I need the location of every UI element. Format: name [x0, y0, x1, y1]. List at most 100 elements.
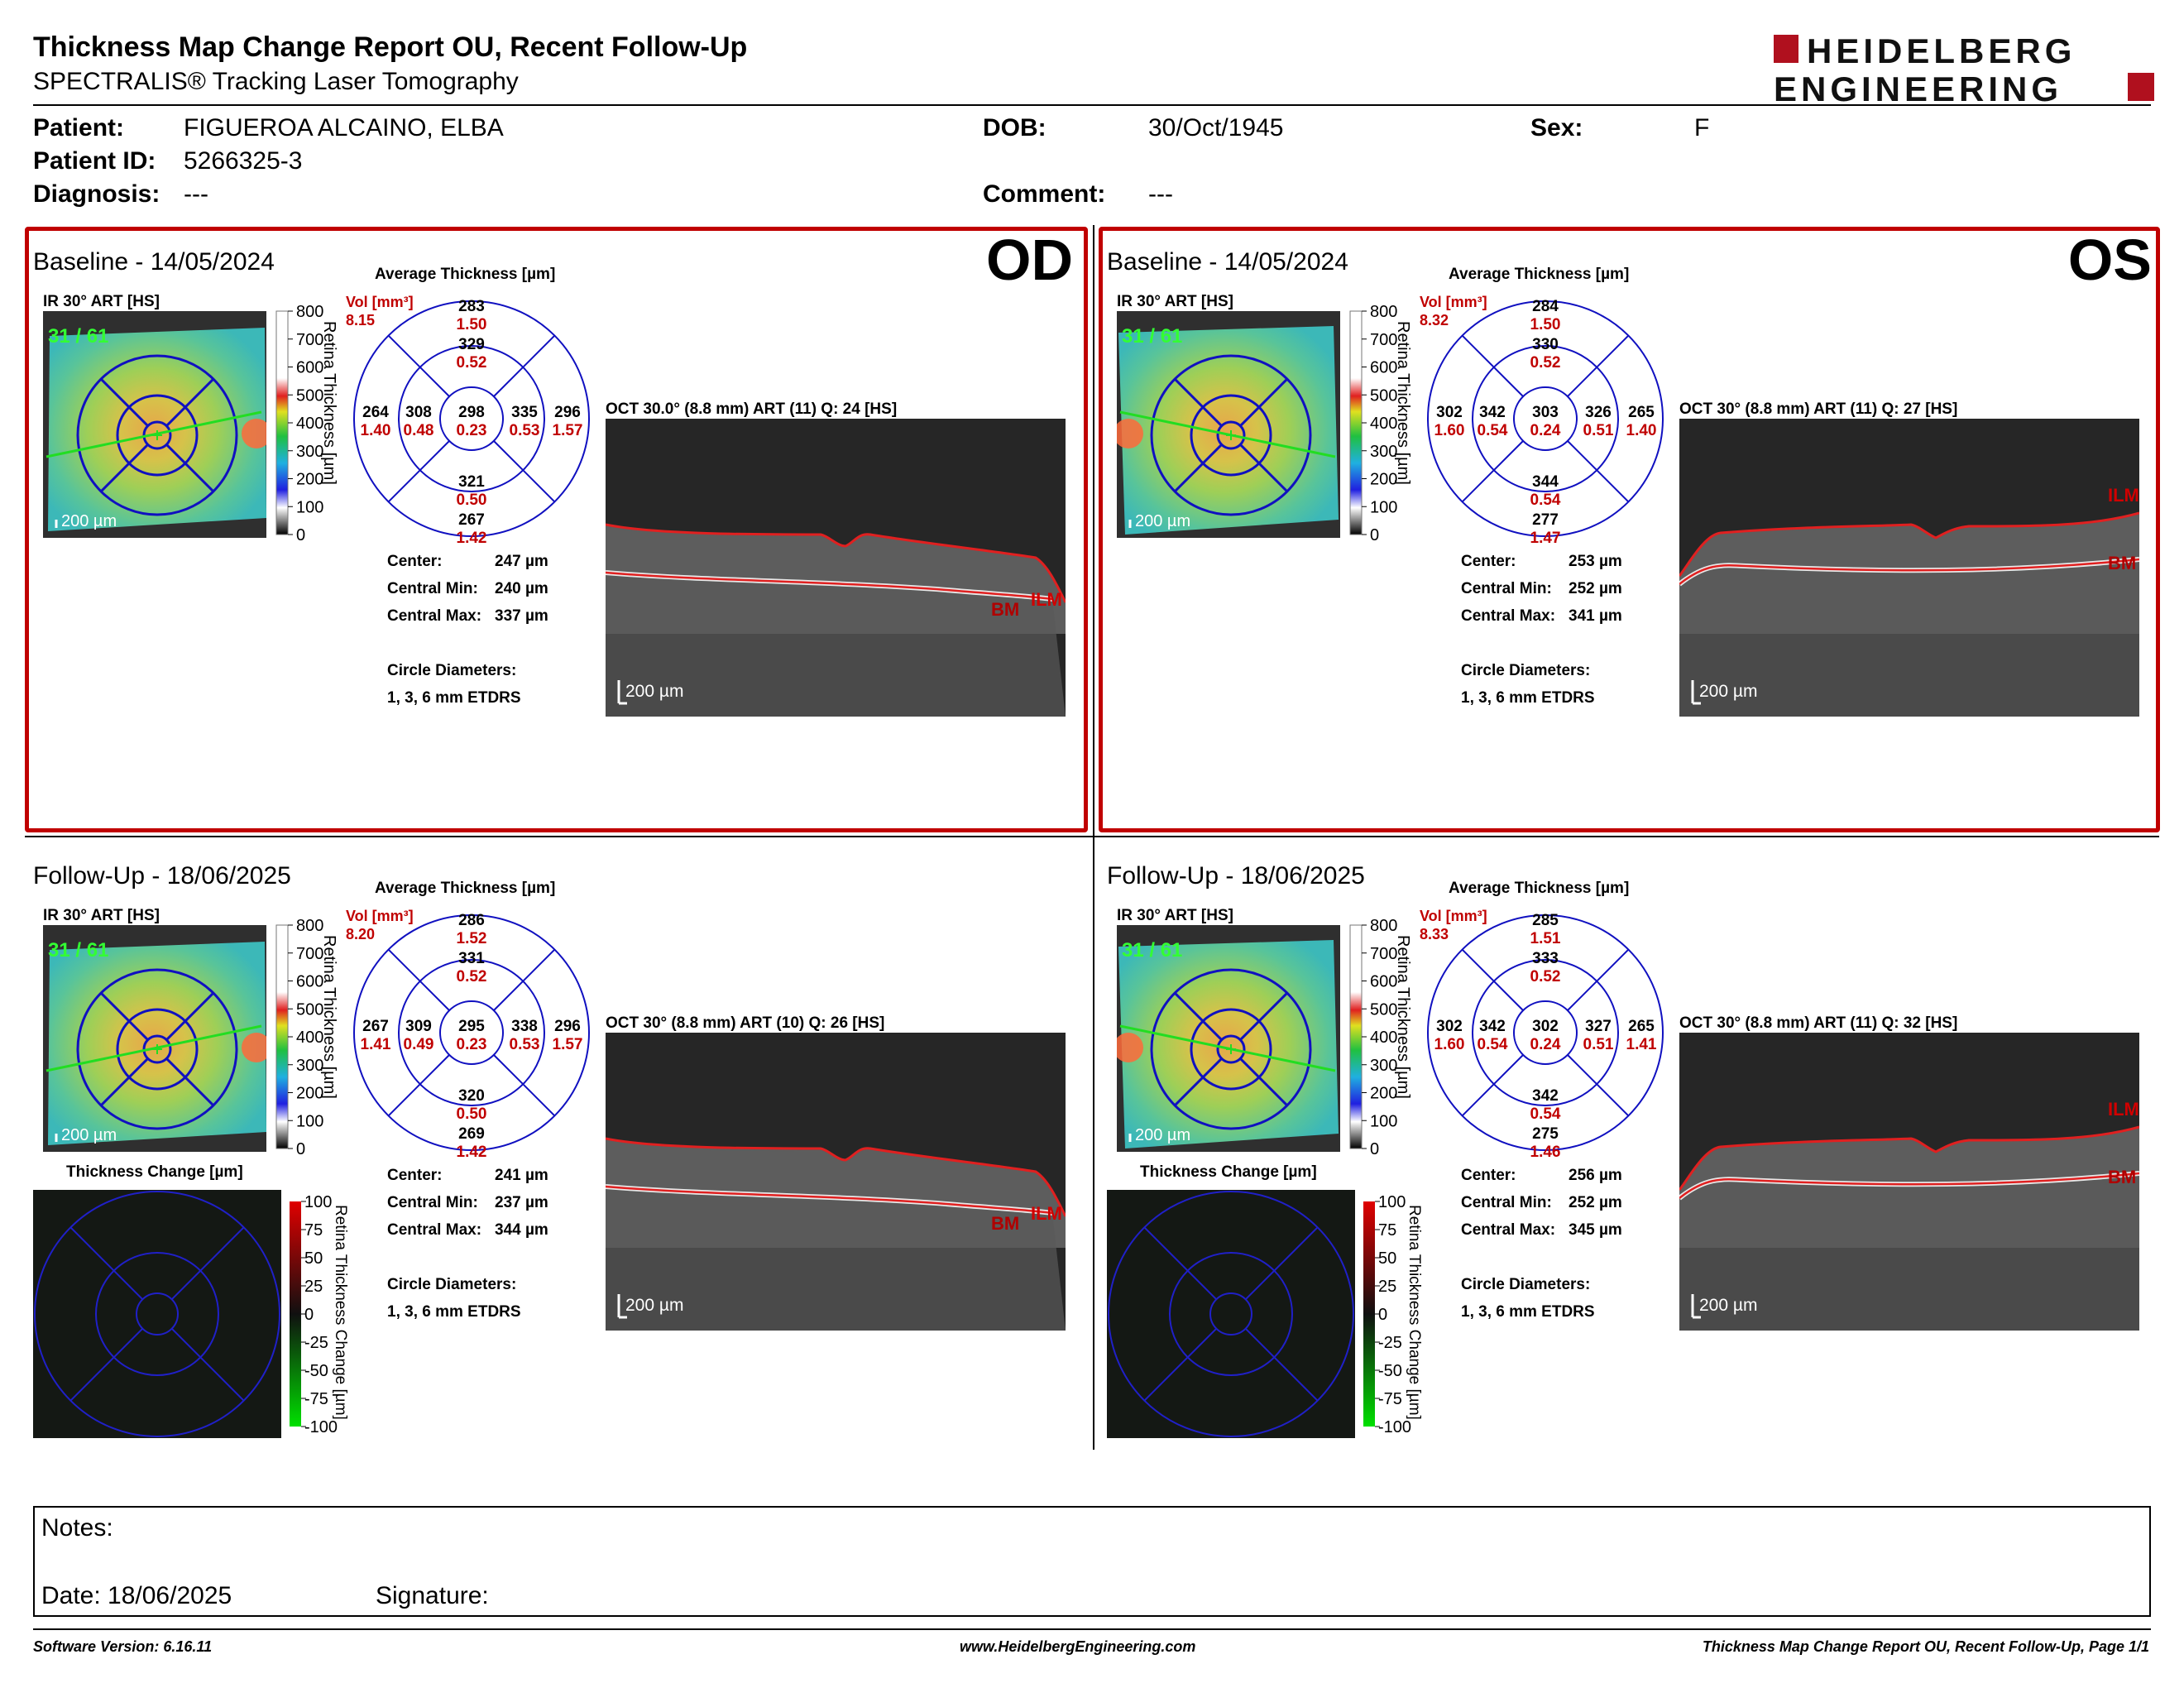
date-label: Date: 18/06/2025 — [41, 1582, 232, 1609]
vertical-divider — [1093, 225, 1094, 1450]
change-inner-ring — [136, 1292, 179, 1336]
volume-label: Vol [mm³] — [346, 294, 414, 310]
colorbar-tick: 500 — [296, 1000, 323, 1019]
sector-volume-inner-inferior: 0.50 — [457, 492, 487, 509]
colorbar-tick: 300 — [1370, 443, 1397, 461]
stat-value: 252 µm — [1569, 580, 1622, 597]
colorbar-gradient — [1349, 310, 1363, 535]
od-baseline-frame — [25, 227, 1088, 832]
ir-thickness-map[interactable]: 31 / 61 200 µm — [43, 311, 266, 538]
thickness-change-map[interactable] — [33, 1190, 281, 1438]
stat-label: Central Max: — [387, 607, 482, 625]
etdrs-spoke — [1239, 378, 1288, 427]
change-spoke — [1143, 1327, 1218, 1402]
oct-bscan[interactable]: ILM BM 200 µm — [606, 419, 1066, 717]
circle-diameters-label: Circle Diameters: — [1461, 662, 1591, 679]
change-tick: -100 — [1378, 1418, 1411, 1436]
stat-value: 240 µm — [495, 580, 548, 597]
etdrs-spoke — [100, 444, 149, 492]
chart-spoke — [1461, 1054, 1524, 1117]
etdrs-spoke — [1174, 1057, 1223, 1106]
colorbar-tick: 600 — [1370, 359, 1397, 377]
sector-volume-center: 0.23 — [457, 422, 487, 439]
sector-thickness-outer-superior: 284 — [1532, 298, 1559, 315]
sector-thickness-center: 298 — [458, 404, 485, 421]
stat-label: Central Min: — [387, 580, 478, 597]
oct-bscan[interactable]: ILM BM 200 µm — [1679, 1033, 2139, 1331]
website-link[interactable]: www.HeidelbergEngineering.com — [960, 1638, 1196, 1655]
etdrs-middle-ring — [116, 1008, 199, 1091]
chart-inner-ring — [1513, 386, 1578, 451]
chart-spoke — [493, 948, 556, 1011]
colorbar-tick: 700 — [1370, 331, 1397, 349]
ir-thickness-map[interactable]: 31 / 61 200 µm — [1117, 311, 1340, 538]
sector-volume-outer-superior: 1.51 — [1530, 930, 1561, 947]
change-tick: 100 — [1378, 1193, 1406, 1211]
etdrs-spoke — [1174, 378, 1223, 427]
etdrs-spoke — [100, 992, 149, 1041]
oct-scale-label: 200 µm — [1699, 682, 1757, 701]
oct-scale-label: 200 µm — [625, 1296, 683, 1315]
chart-inner-ring — [439, 1000, 504, 1065]
colorbar-title: Retina Thickness [µm] — [1394, 321, 1412, 485]
sector-thickness-outer-superior: 286 — [458, 912, 485, 929]
chart-inner-ring — [439, 386, 504, 451]
visit-title: Baseline - 14/05/2024 — [33, 248, 275, 276]
circle-diameters-label: Circle Diameters: — [387, 662, 517, 679]
stat-value: 256 µm — [1569, 1167, 1622, 1184]
change-middle-ring — [95, 1252, 219, 1376]
colorbar-tick: 700 — [296, 331, 323, 349]
sector-volume-center: 0.24 — [1530, 422, 1561, 439]
thickness-change-title: Thickness Change [µm] — [66, 1163, 243, 1181]
fixation-count: 31 / 61 — [48, 939, 108, 961]
logo-line1: HEIDELBERG — [1807, 31, 2076, 70]
oct-bscan[interactable]: ILM BM 200 µm — [606, 1033, 1066, 1331]
thickness-colorbar: 800 700 600 500 400 300 200 100 0 Retina Thicknes… — [275, 917, 338, 1155]
colorbar-tick: 500 — [1370, 386, 1397, 405]
change-spoke — [170, 1226, 245, 1301]
bm-label: BM — [991, 1213, 1019, 1234]
stat-label: Central Max: — [1461, 1221, 1556, 1239]
stat-value: 247 µm — [495, 553, 548, 570]
bm-label: BM — [2108, 553, 2136, 573]
volume-label: Vol [mm³] — [1420, 294, 1487, 310]
sector-thickness-inner-right: 326 — [1585, 404, 1612, 421]
change-tick: 50 — [1378, 1249, 1396, 1268]
thickness-colorbar: 800 700 600 500 400 300 200 100 0 Retina Thicknes… — [1349, 917, 1412, 1155]
sector-thickness-outer-left: 302 — [1436, 1018, 1463, 1035]
choroid — [606, 1187, 1066, 1331]
colorbar-tick: 400 — [1370, 1029, 1397, 1047]
sector-volume-inner-left: 0.54 — [1478, 1036, 1508, 1053]
page-footer: Thickness Map Change Report OU, Recent F… — [1702, 1638, 2149, 1655]
chart-outer-ring — [353, 300, 590, 537]
ir-thickness-map[interactable]: 31 / 61 200 µm — [1117, 925, 1340, 1152]
change-tick: 25 — [304, 1278, 323, 1296]
etdrs-outer-ring — [1150, 968, 1312, 1130]
sector-thickness-center: 295 — [458, 1018, 485, 1035]
change-tick: 0 — [304, 1306, 314, 1324]
sector-thickness-outer-right: 296 — [554, 1018, 581, 1035]
oct-bscan[interactable]: ILM BM 200 µm — [1679, 419, 2139, 717]
avg-thickness-title: Average Thickness [µm] — [375, 266, 556, 283]
sector-thickness-outer-inferior: 277 — [1532, 511, 1559, 529]
stat-label: Center: — [387, 553, 443, 570]
thickness-overlay — [1118, 326, 1339, 535]
sector-volume-inner-right: 0.51 — [1583, 1036, 1614, 1053]
colorbar-tick: 400 — [296, 415, 323, 433]
etdrs-spoke — [1174, 992, 1223, 1041]
sector-thickness-inner-left: 342 — [1479, 1018, 1506, 1035]
circle-diameters-value: 1, 3, 6 mm ETDRS — [387, 1303, 521, 1321]
colorbar-tick: 100 — [296, 1112, 323, 1130]
etdrs-inner-ring — [1216, 420, 1246, 450]
thickness-change-map[interactable] — [1107, 1190, 1355, 1438]
sector-volume-inner-left: 0.49 — [404, 1036, 434, 1053]
ilm-label: ILM — [2108, 1099, 2139, 1120]
sector-volume-inner-superior: 0.52 — [1530, 354, 1561, 372]
ir-thickness-map[interactable]: 31 / 61 200 µm — [43, 925, 266, 1152]
optic-disc — [242, 1033, 266, 1062]
diagnosis-value: --- — [184, 180, 208, 208]
volume-total: 8.15 — [346, 312, 376, 328]
sector-volume-outer-left: 1.60 — [1434, 1036, 1465, 1053]
chart-spoke — [1461, 334, 1524, 397]
change-outer-ring — [1108, 1191, 1354, 1437]
